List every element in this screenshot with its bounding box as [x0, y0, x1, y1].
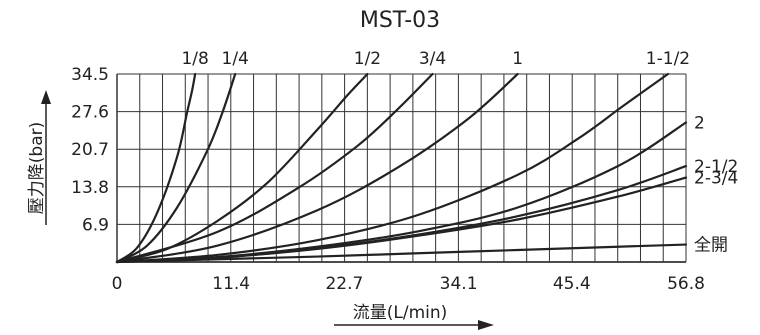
curve-labels: 1/8 1/4 1/2 3/4 1 1-1/2 2 2-1/22-3/4 全開 — [181, 49, 738, 256]
y-tick-label: 27.6 — [71, 103, 109, 123]
series-curve — [115, 243, 688, 264]
series-curve — [115, 72, 197, 264]
x-axis-arrow-head — [478, 320, 494, 330]
series-curve — [115, 121, 688, 264]
x-axis-title: 流量(L/min) — [353, 303, 448, 323]
series-label: 1-1/2 — [646, 49, 690, 69]
y-tick-label: 6.9 — [82, 215, 109, 235]
axis-titles: 流量(L/min) 壓力降(bar) — [27, 122, 447, 323]
series-label: 全開 — [694, 236, 728, 256]
x-tick-label: 11.4 — [212, 274, 250, 294]
series-label: 1/4 — [222, 49, 249, 69]
chart-title: MST-03 — [360, 8, 440, 33]
x-tick-label: 22.7 — [325, 274, 363, 294]
series-label: 2 — [694, 113, 705, 133]
x-tick-label: 0 — [112, 274, 123, 294]
series-label: 2-1/2 — [694, 157, 738, 177]
series-curve — [115, 72, 519, 264]
series-label: 1/8 — [181, 49, 208, 69]
series-label: 2-3/4 — [694, 169, 738, 189]
x-tick-label: 34.1 — [440, 274, 478, 294]
y-axis-arrow-head — [41, 90, 51, 104]
series-curve — [115, 72, 237, 264]
series-label: 1 — [512, 49, 523, 69]
y-tick-label: 20.7 — [71, 140, 109, 160]
ticks: 0 11.4 22.7 34.1 45.4 56.8 6.9 13.8 20.7 27.6 34.5 — [71, 65, 705, 294]
curves — [115, 72, 688, 264]
x-tick-label: 45.4 — [553, 274, 591, 294]
y-tick-label: 34.5 — [71, 65, 109, 85]
y-tick-label: 13.8 — [71, 178, 109, 198]
x-tick-label: 56.8 — [667, 274, 705, 294]
y-axis-title: 壓力降(bar) — [27, 122, 47, 214]
series-curve — [115, 72, 434, 264]
series-label: 3/4 — [419, 49, 446, 69]
series-curve — [115, 176, 688, 264]
series-curve — [115, 72, 670, 264]
grid — [116, 73, 687, 263]
series-label: 1/2 — [354, 49, 381, 69]
axis-arrows — [41, 90, 494, 330]
